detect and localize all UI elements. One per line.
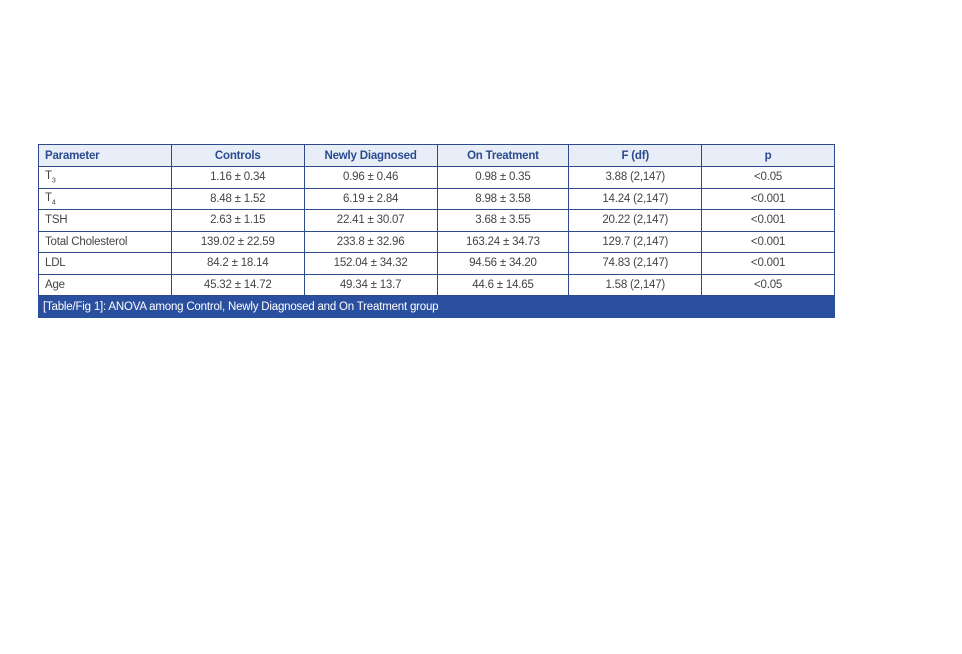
p-cell: <0.05 bbox=[701, 273, 835, 296]
on-treatment-cell: 44.6 ± 14.65 bbox=[436, 273, 570, 296]
f-df-cell: 129.7 (2,147) bbox=[568, 230, 703, 253]
parameter-cell: Total Cholesterol bbox=[38, 230, 172, 253]
controls-cell: 1.16 ± 0.34 bbox=[170, 166, 305, 189]
controls-cell: 45.32 ± 14.72 bbox=[170, 273, 305, 296]
on-treatment-cell: 8.98 ± 3.58 bbox=[436, 187, 570, 210]
parameter-label: Age bbox=[45, 278, 65, 291]
p-cell: <0.001 bbox=[701, 209, 835, 232]
p-cell: <0.001 bbox=[701, 252, 835, 275]
newly-diagnosed-cell: 233.8 ± 32.96 bbox=[303, 230, 438, 253]
header-p: p bbox=[701, 144, 835, 167]
f-df-cell: 74.83 (2,147) bbox=[568, 252, 703, 275]
f-df-cell: 1.58 (2,147) bbox=[568, 273, 703, 296]
parameter-cell: LDL bbox=[38, 252, 172, 275]
newly-diagnosed-cell: 49.34 ± 13.7 bbox=[303, 273, 438, 296]
controls-cell: 2.63 ± 1.15 bbox=[170, 209, 305, 232]
parameter-cell: T4 bbox=[38, 187, 172, 210]
parameter-label: LDL bbox=[45, 257, 66, 270]
table-row: TSH 2.63 ± 1.15 22.41 ± 30.07 3.68 ± 3.55 20… bbox=[38, 209, 835, 232]
on-treatment-cell: 94.56 ± 34.20 bbox=[436, 252, 570, 275]
table-row: T4 8.48 ± 1.52 6.19 ± 2.84 8.98 ± 3.58 14.24… bbox=[38, 187, 835, 210]
f-df-cell: 3.88 (2,147) bbox=[568, 166, 703, 189]
table-row: LDL 84.2 ± 18.14 152.04 ± 34.32 94.56 ± 34.… bbox=[38, 252, 835, 275]
parameter-label: T bbox=[45, 191, 52, 204]
newly-diagnosed-cell: 6.19 ± 2.84 bbox=[303, 187, 438, 210]
header-row: Parameter Controls Newly Diagnosed On Tr… bbox=[38, 144, 835, 167]
newly-diagnosed-cell: 152.04 ± 34.32 bbox=[303, 252, 438, 275]
controls-cell: 84.2 ± 18.14 bbox=[170, 252, 305, 275]
f-df-cell: 20.22 (2,147) bbox=[568, 209, 703, 232]
on-treatment-cell: 163.24 ± 34.73 bbox=[436, 230, 570, 253]
table-row: Total Cholesterol 139.02 ± 22.59 233.8 ± 3… bbox=[38, 230, 835, 253]
f-df-cell: 14.24 (2,147) bbox=[568, 187, 703, 210]
header-f-df: F (df) bbox=[568, 144, 703, 167]
parameter-label: T bbox=[45, 170, 52, 183]
header-parameter: Parameter bbox=[38, 144, 172, 167]
table-caption: [Table/Fig 1]: ANOVA among Control, Newl… bbox=[38, 295, 835, 318]
parameter-subscript: 4 bbox=[51, 198, 56, 206]
p-cell: <0.05 bbox=[701, 166, 835, 189]
header-newly-diagnosed: Newly Diagnosed bbox=[303, 144, 438, 167]
table-row: T3 1.16 ± 0.34 0.96 ± 0.46 0.98 ± 0.35 3.88 … bbox=[38, 166, 835, 189]
parameter-cell: T3 bbox=[38, 166, 172, 189]
newly-diagnosed-cell: 22.41 ± 30.07 bbox=[303, 209, 438, 232]
parameter-cell: Age bbox=[38, 273, 172, 296]
p-cell: <0.001 bbox=[701, 230, 835, 253]
parameter-label: Total Cholesterol bbox=[45, 235, 128, 248]
controls-cell: 8.48 ± 1.52 bbox=[170, 187, 305, 210]
parameter-subscript: 3 bbox=[51, 177, 56, 185]
on-treatment-cell: 0.98 ± 0.35 bbox=[436, 166, 570, 189]
anova-table: Parameter Controls Newly Diagnosed On Tr… bbox=[38, 144, 835, 318]
header-controls: Controls bbox=[170, 144, 305, 167]
newly-diagnosed-cell: 0.96 ± 0.46 bbox=[303, 166, 438, 189]
header-on-treatment: On Treatment bbox=[436, 144, 570, 167]
parameter-label: TSH bbox=[45, 214, 68, 227]
table-row: Age 45.32 ± 14.72 49.34 ± 13.7 44.6 ± 14.65… bbox=[38, 273, 835, 296]
controls-cell: 139.02 ± 22.59 bbox=[170, 230, 305, 253]
on-treatment-cell: 3.68 ± 3.55 bbox=[436, 209, 570, 232]
parameter-cell: TSH bbox=[38, 209, 172, 232]
p-cell: <0.001 bbox=[701, 187, 835, 210]
